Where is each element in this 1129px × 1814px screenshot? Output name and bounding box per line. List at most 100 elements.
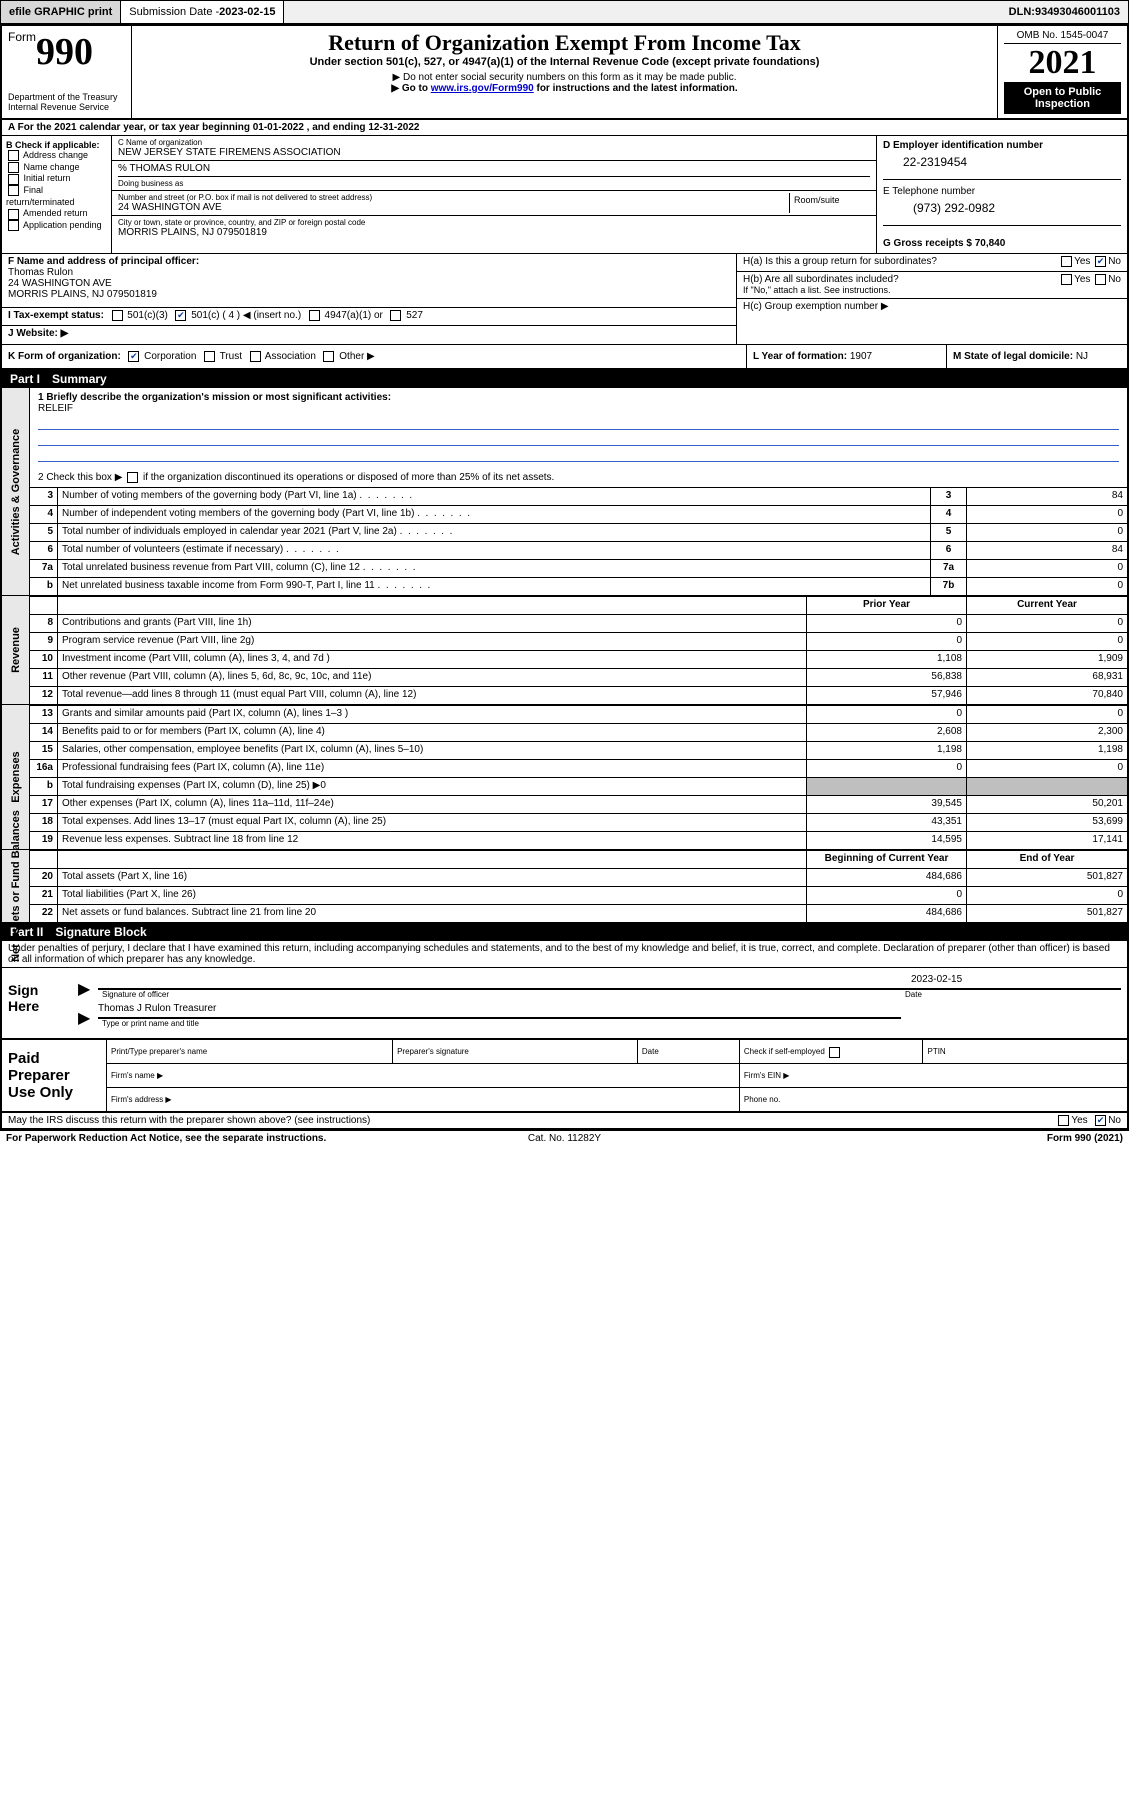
table-row: 19Revenue less expenses. Subtract line 1… bbox=[30, 831, 1127, 849]
org-name: NEW JERSEY STATE FIREMENS ASSOCIATION bbox=[118, 147, 870, 158]
table-row: 6Total number of volunteers (estimate if… bbox=[30, 541, 1127, 559]
block-f-to-j: F Name and address of principal officer:… bbox=[2, 254, 1127, 345]
phone-label: Phone no. bbox=[744, 1095, 780, 1104]
dln: DLN: 93493046001103 bbox=[1001, 1, 1128, 23]
state-domicile: M State of legal domicile: NJ bbox=[947, 345, 1127, 368]
city-state-zip: MORRIS PLAINS, NJ 079501819 bbox=[118, 227, 870, 238]
tax-period-row: A For the 2021 calendar year, or tax yea… bbox=[2, 120, 1127, 136]
tab-activities-governance: Activities & Governance bbox=[10, 428, 22, 555]
table-row: 18Total expenses. Add lines 13–17 (must … bbox=[30, 813, 1127, 831]
dba-label: Doing business as bbox=[118, 176, 870, 188]
table-row: 11Other revenue (Part VIII, column (A), … bbox=[30, 668, 1127, 686]
sign-arrow-icon: ▶ bbox=[78, 979, 98, 999]
sign-arrow-icon: ▶ bbox=[78, 1008, 98, 1028]
table-row: 15Salaries, other compensation, employee… bbox=[30, 741, 1127, 759]
table-row: 21Total liabilities (Part X, line 26)00 bbox=[30, 886, 1127, 904]
form-word: Form bbox=[8, 30, 36, 44]
current-year-header: Current Year bbox=[967, 597, 1127, 614]
part-i-header: Part ISummary bbox=[2, 370, 1127, 388]
table-row: 22Net assets or fund balances. Subtract … bbox=[30, 904, 1127, 922]
table-row: 13Grants and similar amounts paid (Part … bbox=[30, 705, 1127, 723]
care-of: % Thomas Rulon bbox=[118, 163, 870, 174]
dept-treasury: Department of the Treasury Internal Reve… bbox=[8, 92, 125, 112]
efile-print-button[interactable]: efile GRAPHIC print bbox=[1, 1, 121, 23]
ha-no-checkbox[interactable] bbox=[1095, 256, 1106, 267]
table-row: 9Program service revenue (Part VIII, lin… bbox=[30, 632, 1127, 650]
form-title: Return of Organization Exempt From Incom… bbox=[138, 30, 991, 56]
form-header: Form990 Department of the Treasury Inter… bbox=[2, 26, 1127, 120]
org-name-label: C Name of organization bbox=[118, 138, 870, 147]
paid-preparer-label: Paid Preparer Use Only bbox=[2, 1040, 107, 1111]
group-return-ha: H(a) Is this a group return for subordin… bbox=[737, 254, 1127, 272]
omb-number: OMB No. 1545-0047 bbox=[1004, 30, 1121, 44]
table-row: 10Investment income (Part VIII, column (… bbox=[30, 650, 1127, 668]
tax-exempt-status: I Tax-exempt status: 501(c)(3) 501(c) ( … bbox=[2, 308, 736, 326]
irs-link[interactable]: www.irs.gov/Form990 bbox=[431, 83, 534, 94]
table-row: 3Number of voting members of the governi… bbox=[30, 487, 1127, 505]
bcy-header: Beginning of Current Year bbox=[807, 851, 967, 868]
city-label: City or town, state or province, country… bbox=[118, 218, 870, 227]
prep-name-label: Print/Type preparer's name bbox=[111, 1047, 207, 1056]
part-ii-header: Part IISignature Block bbox=[2, 923, 1127, 941]
website-row: J Website: ▶ bbox=[2, 326, 736, 344]
signature-block: Under penalties of perjury, I declare th… bbox=[2, 941, 1127, 1129]
form-number: 990 bbox=[36, 31, 93, 73]
efile-topbar: efile GRAPHIC print Submission Date - 20… bbox=[0, 0, 1129, 24]
net-assets-section: Net Assets or Fund Balances Beginning of… bbox=[2, 850, 1127, 923]
subordinates-hb: H(b) Are all subordinates included? Yes … bbox=[737, 272, 1127, 299]
officer-addr2: MORRIS PLAINS, NJ 079501819 bbox=[8, 289, 157, 300]
date-cap: Date bbox=[901, 990, 1121, 999]
ssn-note: ▶ Do not enter social security numbers o… bbox=[138, 72, 991, 83]
irs-discuss-no-checkbox[interactable] bbox=[1095, 1115, 1106, 1126]
firm-addr-label: Firm's address ▶ bbox=[111, 1095, 172, 1104]
page-footer: For Paperwork Reduction Act Notice, see … bbox=[0, 1131, 1129, 1146]
sig-date: 2023-02-15 bbox=[901, 974, 1121, 988]
table-row: bNet unrelated business taxable income f… bbox=[30, 577, 1127, 595]
block-b-c-d: B Check if applicable: Address change Na… bbox=[2, 136, 1127, 254]
tel-label: E Telephone number bbox=[883, 186, 975, 197]
mission-text: RELEIF bbox=[38, 403, 1119, 414]
addr-label: Number and street (or P.O. box if mail i… bbox=[118, 193, 789, 202]
tab-net-assets: Net Assets or Fund Balances bbox=[10, 810, 22, 962]
submission-date: Submission Date - 2023-02-15 bbox=[121, 1, 284, 23]
revenue-header-row: Prior Year Current Year bbox=[30, 596, 1127, 614]
telephone: (973) 292-0982 bbox=[883, 197, 1121, 219]
self-employed-checkbox[interactable] bbox=[829, 1047, 840, 1058]
officer-name: Thomas Rulon bbox=[8, 267, 73, 278]
table-row: 14Benefits paid to or for members (Part … bbox=[30, 723, 1127, 741]
netassets-header-row: Beginning of Current Year End of Year bbox=[30, 850, 1127, 868]
prep-date-label: Date bbox=[642, 1047, 659, 1056]
ptin-label: PTIN bbox=[927, 1047, 945, 1056]
block-d-e-g: D Employer identification number 22-2319… bbox=[877, 136, 1127, 253]
table-row: 8Contributions and grants (Part VIII, li… bbox=[30, 614, 1127, 632]
prior-year-header: Prior Year bbox=[807, 597, 967, 614]
open-public-badge: Open to Public Inspection bbox=[1004, 82, 1121, 114]
discontinued-checkbox[interactable] bbox=[127, 472, 138, 483]
room-suite-label: Room/suite bbox=[790, 193, 870, 213]
firm-name-label: Firm's name ▶ bbox=[111, 1071, 163, 1080]
year-formation: L Year of formation: 1907 bbox=[747, 345, 947, 368]
ein-label: D Employer identification number bbox=[883, 140, 1043, 151]
group-exemption-hc: H(c) Group exemption number ▶ bbox=[737, 299, 1127, 317]
tax-year: 2021 bbox=[1004, 44, 1121, 82]
eoy-header: End of Year bbox=[967, 851, 1127, 868]
sig-officer-cap: Signature of officer bbox=[98, 990, 901, 999]
table-row: bTotal fundraising expenses (Part IX, co… bbox=[30, 777, 1127, 795]
perjury-declaration: Under penalties of perjury, I declare th… bbox=[2, 941, 1127, 968]
prep-sig-label: Preparer's signature bbox=[397, 1047, 469, 1056]
table-row: 5Total number of individuals employed in… bbox=[30, 523, 1127, 541]
table-row: 12Total revenue—add lines 8 through 11 (… bbox=[30, 686, 1127, 704]
corporation-checkbox[interactable] bbox=[128, 351, 139, 362]
officer-name-title: Thomas J Rulon Treasurer bbox=[98, 1003, 901, 1017]
tab-revenue: Revenue bbox=[10, 627, 22, 673]
table-row: 7aTotal unrelated business revenue from … bbox=[30, 559, 1127, 577]
officer-label: F Name and address of principal officer: bbox=[8, 256, 199, 267]
table-row: 20Total assets (Part X, line 16)484,6865… bbox=[30, 868, 1127, 886]
self-employed-label: Check if self-employed bbox=[744, 1047, 842, 1056]
may-irs-discuss: May the IRS discuss this return with the… bbox=[2, 1113, 1127, 1129]
officer-addr1: 24 WASHINGTON AVE bbox=[8, 278, 112, 289]
table-row: 16aProfessional fundraising fees (Part I… bbox=[30, 759, 1127, 777]
cat-number: Cat. No. 11282Y bbox=[528, 1133, 601, 1144]
501c4-checkbox[interactable] bbox=[175, 310, 186, 321]
block-k-l-m: K Form of organization: Corporation Trus… bbox=[2, 345, 1127, 370]
